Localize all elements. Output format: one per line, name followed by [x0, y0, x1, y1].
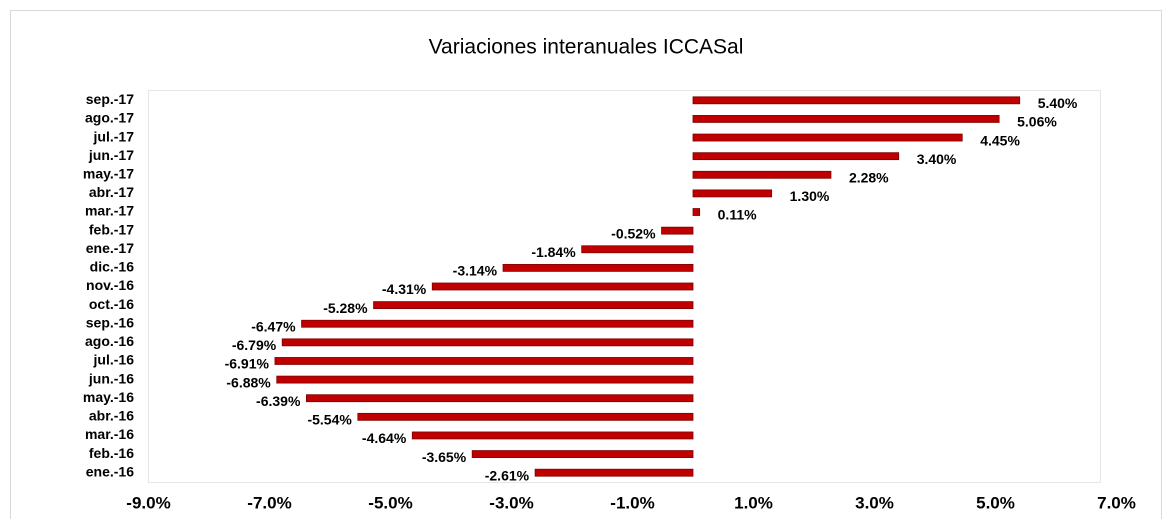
data-label: -2.61% — [485, 467, 530, 483]
y-tick-label: jul.-17 — [93, 128, 135, 144]
chart-title: Variaciones interanuales ICCASal — [429, 36, 744, 59]
bar — [274, 357, 694, 365]
y-tick-label: ene.-16 — [86, 463, 134, 479]
data-label: 5.06% — [1017, 114, 1057, 130]
y-tick-label: oct.-16 — [89, 296, 134, 312]
y-tick-label: mar.-16 — [85, 426, 134, 442]
data-label: -6.79% — [232, 337, 277, 353]
data-label: -6.39% — [256, 393, 301, 409]
data-label: 3.40% — [917, 151, 957, 167]
y-tick-label: nov.-16 — [86, 277, 134, 293]
data-label: -4.64% — [362, 430, 407, 446]
bar — [357, 412, 694, 421]
y-tick-label: jun.-17 — [88, 147, 134, 163]
bar — [502, 263, 694, 272]
bar — [692, 115, 1000, 123]
chart-border — [10, 10, 1162, 519]
y-tick-label: jun.-16 — [88, 370, 134, 386]
y-tick-label: abr.-17 — [89, 184, 134, 200]
x-tick-label: -1.0% — [610, 493, 654, 512]
x-tick-label: -5.0% — [368, 493, 412, 512]
bar — [373, 301, 694, 310]
y-tick-label: sep.-17 — [86, 91, 134, 107]
y-tick-label: ago.-17 — [85, 110, 134, 126]
y-tick-label: mar.-17 — [85, 203, 134, 219]
bar — [692, 133, 963, 142]
data-label: -5.28% — [323, 300, 368, 316]
data-label: 1.30% — [790, 188, 830, 204]
data-label: -3.65% — [422, 449, 467, 465]
y-tick-label: dic.-16 — [90, 259, 135, 275]
y-tick-label: feb.-17 — [89, 221, 134, 237]
y-tick-label: may.-17 — [83, 165, 134, 181]
bar — [692, 170, 832, 179]
bar — [581, 245, 694, 254]
data-label: -4.31% — [382, 281, 427, 297]
y-tick-label: ago.-16 — [85, 333, 134, 349]
bar — [534, 468, 694, 477]
x-tick-label: -9.0% — [126, 493, 170, 512]
x-tick-label: 5.0% — [976, 493, 1015, 512]
bar — [281, 338, 694, 347]
bar — [661, 226, 694, 235]
bar — [471, 450, 694, 458]
x-tick-label: 1.0% — [734, 493, 773, 512]
data-label: -0.52% — [611, 225, 656, 241]
x-tick-label: -3.0% — [489, 493, 533, 512]
data-label: 0.11% — [718, 207, 757, 223]
x-tick-label: 7.0% — [1097, 493, 1136, 512]
x-tick-label: 3.0% — [855, 493, 894, 512]
data-label: -3.14% — [453, 263, 498, 279]
bar — [692, 208, 701, 216]
bar — [306, 394, 694, 403]
data-label: -6.47% — [251, 318, 296, 334]
plot-area — [148, 90, 1101, 483]
y-tick-label: ene.-17 — [86, 240, 134, 256]
data-label: -6.88% — [226, 374, 271, 390]
y-tick-label: feb.-16 — [89, 445, 134, 461]
y-tick-label: abr.-16 — [89, 408, 134, 424]
y-tick-label: may.-16 — [83, 389, 134, 405]
y-tick-label: jul.-16 — [93, 352, 135, 368]
data-label: -1.84% — [531, 244, 576, 260]
bar — [692, 189, 773, 198]
bar — [692, 96, 1021, 105]
data-label: -5.54% — [307, 412, 352, 428]
bar — [431, 282, 694, 291]
data-label: 4.45% — [980, 132, 1020, 148]
data-label: -6.91% — [225, 356, 270, 372]
bar — [301, 319, 694, 328]
data-label: 5.40% — [1038, 95, 1078, 111]
bar — [411, 431, 694, 440]
x-tick-label: -7.0% — [247, 493, 291, 512]
data-label: 2.28% — [849, 169, 889, 185]
bar — [276, 375, 694, 384]
y-tick-label: sep.-16 — [86, 314, 134, 330]
bar — [692, 152, 900, 161]
